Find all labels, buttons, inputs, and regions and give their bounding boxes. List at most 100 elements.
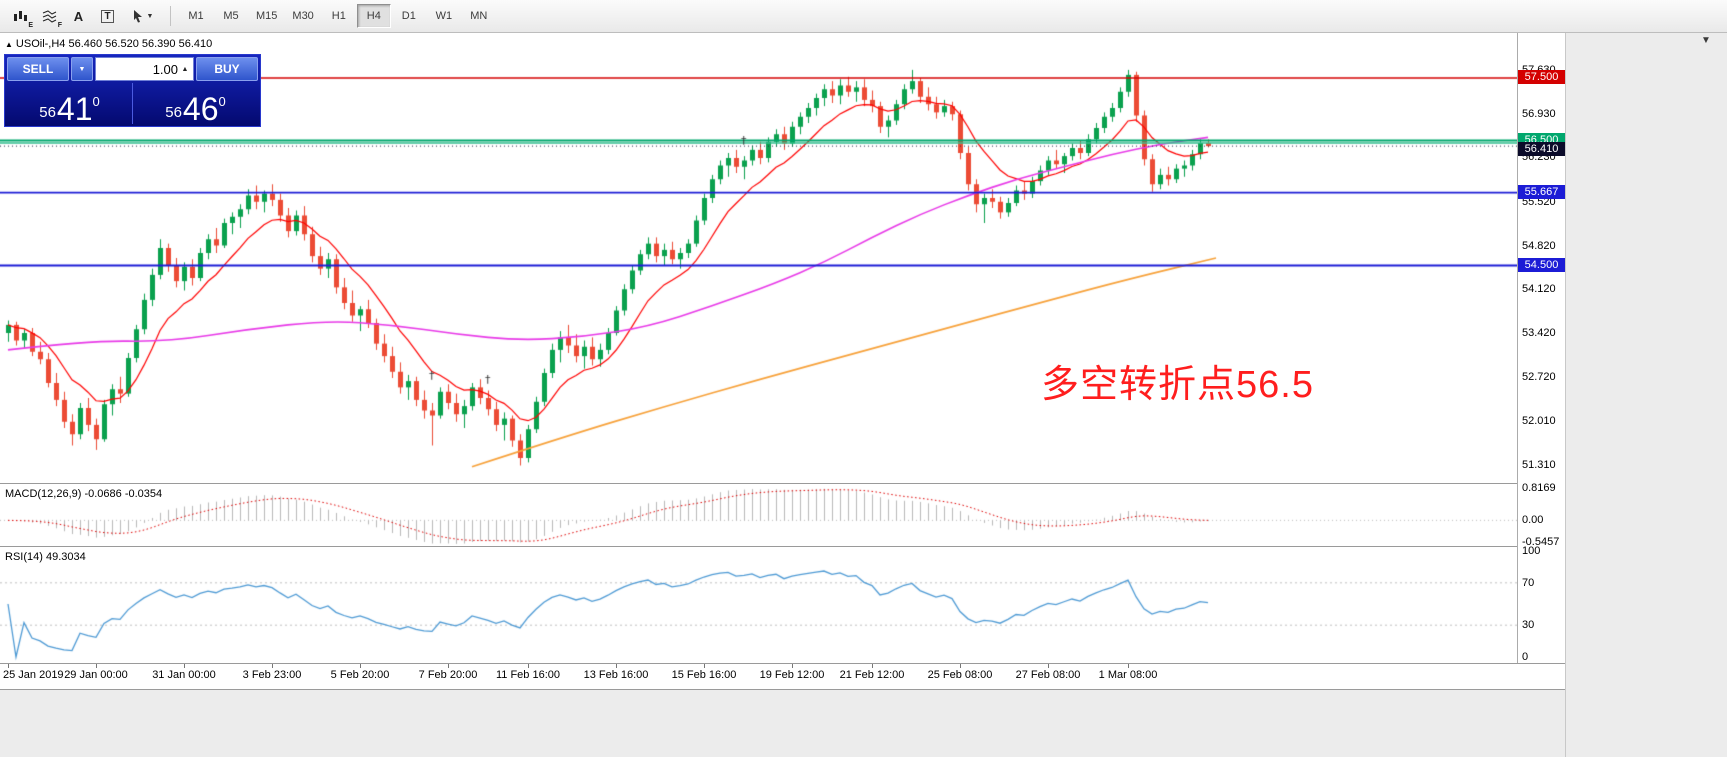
line-studies-tool-sub-label: F bbox=[57, 21, 62, 29]
time-tick-label: 7 Feb 20:00 bbox=[418, 669, 478, 681]
timeframe-button-H4[interactable]: H4 bbox=[356, 4, 391, 28]
price-tick-label: 100 bbox=[1522, 545, 1541, 557]
timeframe-button-D1[interactable]: D1 bbox=[401, 10, 416, 22]
time-tick bbox=[1048, 664, 1049, 668]
timeframe-button-W1[interactable]: W1 bbox=[435, 10, 453, 22]
price-level-badge: 56.410 bbox=[1518, 142, 1565, 157]
one-click-trade-panel: SELL ▼ 1.00 ▲ BUY 56 41 0 56 46 0 bbox=[4, 54, 261, 127]
price-tick-label: 0 bbox=[1522, 651, 1529, 663]
sell-price-pips: 41 bbox=[56, 90, 93, 127]
time-tick-label: 25 Feb 08:00 bbox=[927, 669, 993, 681]
price-scale[interactable]: 57.63056.93056.23055.52054.82054.12053.4… bbox=[1517, 33, 1565, 663]
timeframe-button-M15[interactable]: M15 bbox=[256, 10, 278, 22]
right-gutter: ▼ bbox=[1565, 33, 1727, 757]
timeframe-button-M5[interactable]: M5 bbox=[223, 10, 239, 22]
price-tick-label: 30 bbox=[1522, 619, 1535, 632]
volume-value: 1.00 bbox=[152, 61, 178, 77]
timeframe-button-H1[interactable]: H1 bbox=[331, 10, 346, 22]
price-tick-label: 56.930 bbox=[1522, 107, 1556, 120]
buy-button[interactable]: BUY bbox=[196, 57, 258, 81]
sell-price-point: 0 bbox=[92, 94, 100, 109]
buy-price-point: 0 bbox=[218, 94, 226, 109]
chart-window: ▲ USOil-,H4 56.460 56.520 56.390 56.410 S… bbox=[0, 33, 1565, 757]
macd-indicator-label: MACD(12,26,9) -0.0686 -0.0354 bbox=[5, 488, 163, 500]
time-tick bbox=[448, 664, 449, 668]
time-tick bbox=[872, 664, 873, 668]
line-studies-tool-button[interactable]: F bbox=[35, 3, 64, 30]
symbol-ohlc-text: USOil-,H4 56.460 56.520 56.390 56.410 bbox=[15, 38, 213, 50]
timeframe-group: M1 M5 M15 M30 H1 H4 D1 W1 MN bbox=[179, 4, 497, 28]
time-tick bbox=[528, 664, 529, 668]
symbol-ohlc-readout: ▲ USOil-,H4 56.460 56.520 56.390 56.410 bbox=[5, 38, 212, 50]
price-tick-label: 0.8169 bbox=[1522, 482, 1556, 494]
price-tick-label: 52.720 bbox=[1522, 370, 1556, 383]
cursor-tool-button[interactable]: ▼ bbox=[122, 3, 162, 30]
price-tick-label: 70 bbox=[1522, 576, 1535, 589]
time-tick-label: 27 Feb 08:00 bbox=[1015, 669, 1081, 681]
macd-panel-canvas[interactable] bbox=[0, 484, 1517, 546]
buy-price-pips: 46 bbox=[182, 90, 219, 127]
time-scale[interactable]: 25 Jan 2019 29 Jan 00:00 31 Jan 00:00 3 Feb… bbox=[0, 664, 1565, 688]
time-tick-label: 5 Feb 20:00 bbox=[330, 669, 390, 681]
buy-price-display[interactable]: 56 46 0 bbox=[132, 83, 258, 127]
volume-input[interactable]: 1.00 ▲ bbox=[95, 57, 194, 81]
time-tick bbox=[184, 664, 185, 668]
line-studies-icon bbox=[42, 9, 56, 23]
chart-shift-icon[interactable]: ▼ bbox=[1701, 35, 1711, 46]
time-tick-label: 31 Jan 00:00 bbox=[152, 669, 216, 681]
bar-chart-tool-button[interactable]: E bbox=[6, 3, 35, 30]
price-tick-label: -0.5457 bbox=[1522, 536, 1560, 548]
time-tick-label: 25 Jan 2019 bbox=[3, 669, 64, 681]
time-tick bbox=[792, 664, 793, 668]
toolbar: E F A T ▼ M1 M5 M15 M30 H1 H4 D1 W1 MN bbox=[0, 0, 1727, 33]
panel-collapse-icon[interactable]: ▲ bbox=[5, 40, 13, 49]
cursor-icon bbox=[133, 10, 142, 23]
sell-button[interactable]: SELL bbox=[7, 57, 69, 81]
rsi-indicator-label: RSI(14) 49.3034 bbox=[5, 551, 86, 563]
price-tick-label: 0.00 bbox=[1522, 514, 1544, 527]
sell-price-whole: 56 bbox=[39, 104, 56, 121]
rsi-panel-canvas[interactable] bbox=[0, 547, 1517, 663]
buy-price-whole: 56 bbox=[165, 104, 182, 121]
time-tick bbox=[616, 664, 617, 668]
price-tick-label: 52.010 bbox=[1522, 415, 1556, 428]
time-tick bbox=[360, 664, 361, 668]
price-tick-label: 55.520 bbox=[1522, 195, 1556, 208]
time-tick bbox=[960, 664, 961, 668]
time-tick-label: 13 Feb 16:00 bbox=[583, 669, 649, 681]
price-tick-label: 54.120 bbox=[1522, 283, 1556, 296]
time-tick bbox=[1128, 664, 1129, 668]
price-tick-label: 53.420 bbox=[1522, 327, 1556, 339]
sell-price-display[interactable]: 56 41 0 bbox=[7, 83, 132, 127]
bar-chart-tool-sub-label: E bbox=[28, 21, 33, 29]
price-level-badge: 55.667 bbox=[1518, 184, 1565, 199]
text-label-icon: T bbox=[101, 9, 114, 23]
time-tick-label: 3 Feb 23:00 bbox=[242, 669, 302, 681]
price-tick-label: 51.310 bbox=[1522, 458, 1556, 471]
price-level-badge: 54.500 bbox=[1518, 257, 1565, 272]
price-tick-label: 54.820 bbox=[1522, 239, 1556, 252]
volume-dropdown-button[interactable]: ▼ bbox=[71, 57, 93, 81]
text-annotation-icon: A bbox=[73, 8, 84, 24]
time-tick-label: 15 Feb 16:00 bbox=[671, 669, 737, 681]
text-label-tool-button[interactable]: T bbox=[93, 3, 122, 30]
time-tick bbox=[704, 664, 705, 668]
panel-separator[interactable] bbox=[0, 546, 1565, 547]
panel-separator bbox=[0, 663, 1565, 664]
text-annotation-tool-button[interactable]: A bbox=[64, 3, 93, 30]
volume-spinner-up-icon[interactable]: ▲ bbox=[181, 65, 189, 73]
time-tick-label: 19 Feb 12:00 bbox=[759, 669, 825, 681]
panel-separator[interactable] bbox=[0, 483, 1565, 484]
chart-text-annotation: 多空转折点56.5 bbox=[1041, 364, 1314, 406]
timeframe-button-M30[interactable]: M30 bbox=[292, 10, 314, 22]
time-tick bbox=[96, 664, 97, 668]
timeframe-button-M1[interactable]: M1 bbox=[188, 10, 204, 22]
time-tick-label: 29 Jan 00:00 bbox=[64, 669, 128, 681]
timeframe-button-MN[interactable]: MN bbox=[470, 10, 488, 22]
price-level-badge: 57.500 bbox=[1518, 70, 1565, 84]
bar-chart-icon bbox=[13, 10, 27, 21]
time-tick-label: 21 Feb 12:00 bbox=[839, 669, 905, 681]
window-bottom-filler bbox=[0, 689, 1565, 757]
time-tick bbox=[8, 664, 9, 668]
